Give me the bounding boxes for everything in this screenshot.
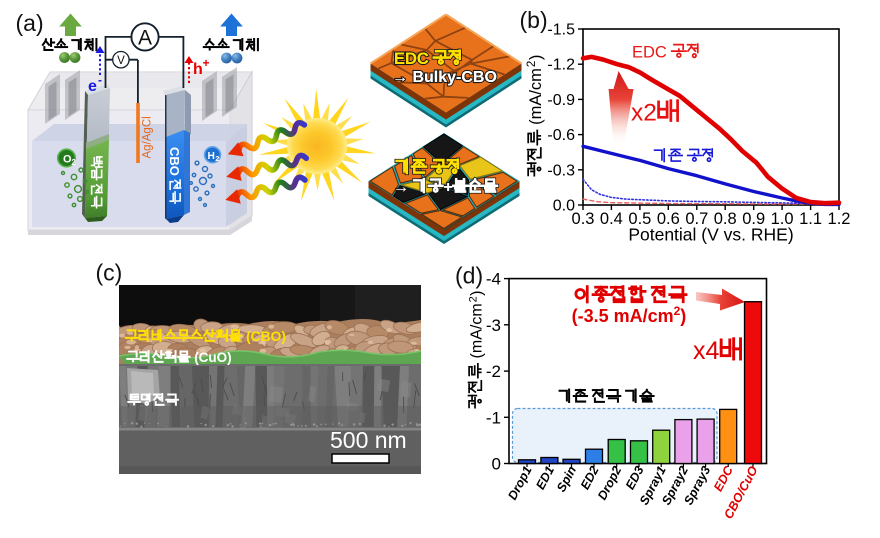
svg-text:2: 2 <box>72 158 77 167</box>
svg-text:(b): (b) <box>520 7 548 33</box>
svg-text:(d): (d) <box>455 263 483 289</box>
svg-text:500 nm: 500 nm <box>330 427 407 453</box>
svg-text:): ) <box>469 290 486 295</box>
svg-text:0.0: 0.0 <box>553 198 575 215</box>
svg-text:x4: x4 <box>693 337 720 365</box>
svg-text:(a): (a) <box>16 10 44 36</box>
svg-text:-0.9: -0.9 <box>547 92 575 109</box>
svg-text:-3: -3 <box>486 316 501 335</box>
svg-text:2: 2 <box>468 296 480 302</box>
svg-text:A: A <box>138 26 152 49</box>
svg-text:1.1: 1.1 <box>799 210 822 228</box>
svg-text:-1.5: -1.5 <box>547 22 575 39</box>
svg-text:2: 2 <box>215 154 219 163</box>
svg-text:(CuO): (CuO) <box>190 350 231 365</box>
svg-text:-4: -4 <box>486 270 501 289</box>
svg-text:(c): (c) <box>96 260 123 286</box>
svg-text:→: → <box>393 179 413 196</box>
svg-text:): ) <box>527 55 545 61</box>
svg-text:(mA/cm: (mA/cm <box>527 68 545 129</box>
svg-text:EDC: EDC <box>632 44 671 62</box>
svg-text:Potential (V vs. RHE): Potential (V vs. RHE) <box>628 225 793 245</box>
svg-text:H: H <box>208 151 215 162</box>
svg-text:-1: -1 <box>486 408 501 427</box>
svg-text:(mA/cm: (mA/cm <box>469 303 486 363</box>
svg-text:): ) <box>680 306 686 326</box>
svg-text:-0.6: -0.6 <box>547 127 575 144</box>
svg-text:EDC: EDC <box>394 50 433 68</box>
svg-text:2: 2 <box>526 61 538 67</box>
svg-text:0: 0 <box>492 455 501 474</box>
svg-text:(-3.5 mA/cm: (-3.5 mA/cm <box>572 306 674 326</box>
svg-text:-2: -2 <box>486 362 501 381</box>
svg-text:x2: x2 <box>631 100 657 127</box>
svg-text:-0.3: -0.3 <box>547 162 575 179</box>
svg-text:-: - <box>98 73 102 87</box>
svg-text:(CBO): (CBO) <box>242 329 286 344</box>
svg-text:+: + <box>444 179 453 196</box>
svg-text:1.2: 1.2 <box>828 210 851 228</box>
svg-text:e: e <box>88 78 97 95</box>
svg-text:→ Bulky-CBO: → Bulky-CBO <box>392 69 497 86</box>
svg-text:0.4: 0.4 <box>600 210 623 228</box>
svg-text:-1.2: -1.2 <box>547 57 575 74</box>
svg-text:V: V <box>117 55 125 67</box>
svg-text:h: h <box>193 61 203 78</box>
svg-text:CBO: CBO <box>167 147 182 180</box>
svg-text:+: + <box>203 56 210 70</box>
svg-text:Ag/AgCl: Ag/AgCl <box>142 116 154 158</box>
